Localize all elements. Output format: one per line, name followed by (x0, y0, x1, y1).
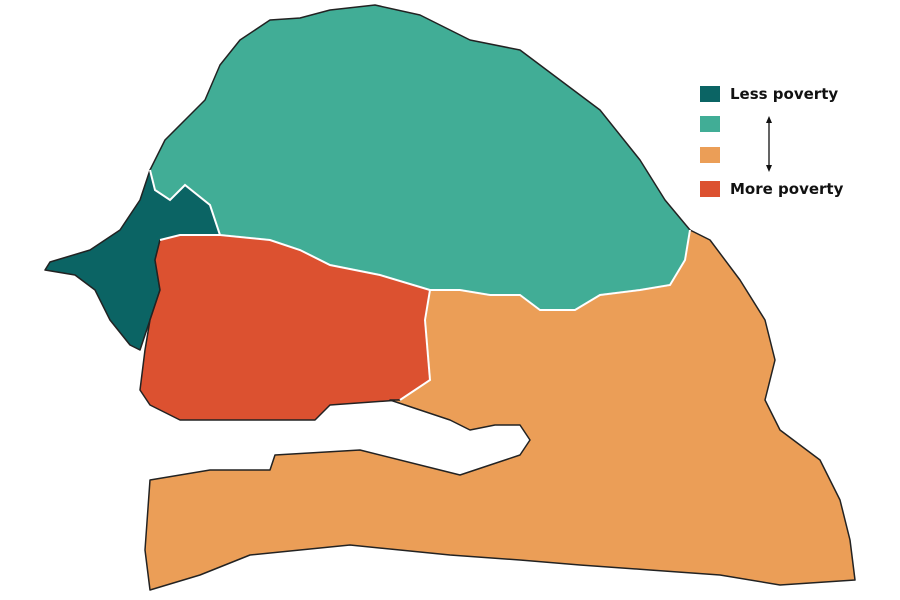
legend-swatch (700, 181, 720, 197)
legend-swatch (700, 147, 720, 163)
legend-swatch (700, 116, 720, 132)
legend-swatch (700, 86, 720, 102)
legend-label: More poverty (730, 180, 844, 198)
double-arrow-icon (766, 116, 772, 172)
legend-item-more-poverty: More poverty (700, 180, 843, 198)
legend-item-less-poverty: Less poverty (700, 85, 838, 103)
legend-item-2 (700, 116, 720, 132)
legend-label: Less poverty (730, 85, 839, 103)
legend-item-3 (700, 147, 720, 163)
